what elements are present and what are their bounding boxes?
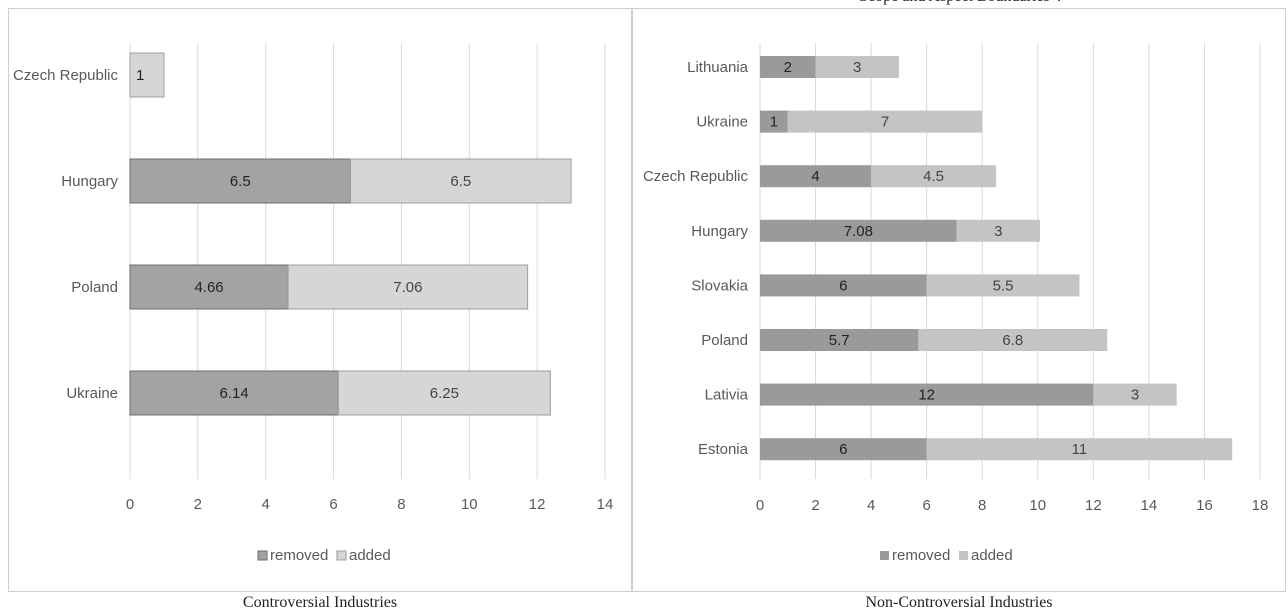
bar-removed-lativia [760,383,1094,406]
bar-removed-poland [760,329,919,351]
legend-label-added: added [349,547,391,564]
legend-swatch-removed [257,550,268,561]
caption-controversial: Controversial Industries [242,594,398,611]
y-category-label-hungary: Hungary [691,223,748,240]
x-tick-label: 4 [262,496,270,513]
data-label-removed-poland: 5.7 [829,332,850,349]
x-tick-label: 2 [194,496,202,513]
bar-added-estonia [926,438,1233,461]
y-category-label-ukraine: Ukraine [696,114,748,131]
legend-swatch-added [336,550,347,561]
y-category-label-czech-republic: Czech Republic [13,67,119,84]
bar-removed-czech-republic [760,165,872,188]
figure-title: Scope and Aspect Boundaries”. [630,0,1288,8]
y-category-label-slovakia: Slovakia [691,277,748,294]
chart-panel-controversial: 0 2 4 6 8 10 12 14 Czech Republic 1 Hungary 6.5 6.5 P… [8,8,632,592]
legend-label-added: added [971,547,1013,564]
x-tick-label: 6 [922,497,930,514]
bar-added-poland [918,329,1108,351]
data-label-removed-czech-republic: 4 [811,168,819,185]
data-label-added-czech-republic: 1 [136,67,144,84]
bar-removed-ukraine [760,110,788,133]
data-label-removed-poland: 4.66 [194,279,223,296]
data-label-removed-slovakia: 6 [839,277,847,294]
x-tick-label: 10 [1029,497,1046,514]
x-tick-label: 14 [597,496,614,513]
y-category-label-estonia: Estonia [698,441,749,458]
x-tick-label: 0 [126,496,134,513]
data-label-removed-hungary: 7.08 [844,223,873,240]
data-label-added-poland: 6.8 [1002,332,1023,349]
bar-removed-hungary [129,158,352,204]
x-tick-label: 10 [461,496,478,513]
data-label-added-hungary: 6.5 [450,173,471,190]
bar-removed-ukraine [129,370,339,416]
bar-added-hungary [956,219,1040,242]
data-label-added-hungary: 3 [994,223,1002,240]
y-category-label-lithuania: Lithuania [687,59,749,76]
legend-swatch-removed [880,551,889,560]
y-category-label-lativia: Lativia [705,387,749,404]
caption-non-controversial: Non-Controversial Industries [865,594,1053,611]
x-tick-label: 2 [811,497,819,514]
data-label-added-poland: 7.06 [393,279,422,296]
data-label-removed-ukraine: 6.14 [220,385,249,402]
data-label-removed-hungary: 6.5 [230,173,251,190]
legend-swatch-added [959,551,968,560]
bar-added-slovakia [926,274,1080,297]
data-label-added-slovakia: 5.5 [993,277,1014,294]
x-tick-label: 0 [756,497,764,514]
x-tick-label: 18 [1252,497,1269,514]
data-label-removed-estonia: 6 [839,441,847,458]
legend-label-removed: removed [892,547,950,564]
data-label-removed-ukraine: 1 [770,114,778,131]
bar-removed-lithuania [760,56,816,78]
bar-added-czech-republic [129,52,165,98]
data-label-added-ukraine: 7 [881,114,889,131]
bar-added-lithuania [815,56,899,78]
bar-removed-slovakia [760,274,927,297]
y-category-label-poland: Poland [71,279,118,296]
bar-added-ukraine [787,110,983,133]
data-label-added-lithuania: 3 [853,59,861,76]
x-tick-label: 4 [867,497,875,514]
bar-added-lativia [1093,383,1177,406]
bar-chart-controversial: 0 2 4 6 8 10 12 14 Czech Republic 1 Hungary 6.5 6.5 P… [13,43,614,564]
chart-panel-non-controversial: 0 2 4 6 8 10 12 14 16 18 Lithuania 2 3 Ukraine 1 7 Czech… [632,8,1286,592]
bar-added-ukraine [337,370,551,416]
bar-removed-estonia [760,438,927,461]
data-label-added-czech-republic: 4.5 [923,168,944,185]
data-label-added-lativia: 3 [1131,387,1139,404]
x-tick-label: 16 [1196,497,1213,514]
y-category-label-hungary: Hungary [61,173,118,190]
data-label-added-ukraine: 6.25 [430,385,459,402]
bar-added-hungary [350,158,572,204]
x-tick-label: 6 [329,496,337,513]
data-label-added-estonia: 11 [1072,441,1088,458]
data-label-removed-lithuania: 2 [784,59,792,76]
y-category-label-poland: Poland [701,332,748,349]
y-category-label-czech-republic: Czech Republic [643,168,749,185]
bar-added-poland [287,264,529,310]
bar-chart-non-controversial: 0 2 4 6 8 10 12 14 16 18 Lithuania 2 3 Ukraine 1 7 Czech… [643,43,1269,564]
x-tick-label: 14 [1141,497,1158,514]
data-label-removed-lativia: 12 [918,387,935,404]
x-tick-label: 8 [397,496,405,513]
bar-added-czech-republic [871,165,997,188]
x-tick-label: 12 [529,496,546,513]
legend-label-removed: removed [270,547,328,564]
bar-removed-hungary [760,219,957,242]
y-category-label-ukraine: Ukraine [66,385,118,402]
x-tick-label: 12 [1085,497,1102,514]
x-tick-label: 8 [978,497,986,514]
